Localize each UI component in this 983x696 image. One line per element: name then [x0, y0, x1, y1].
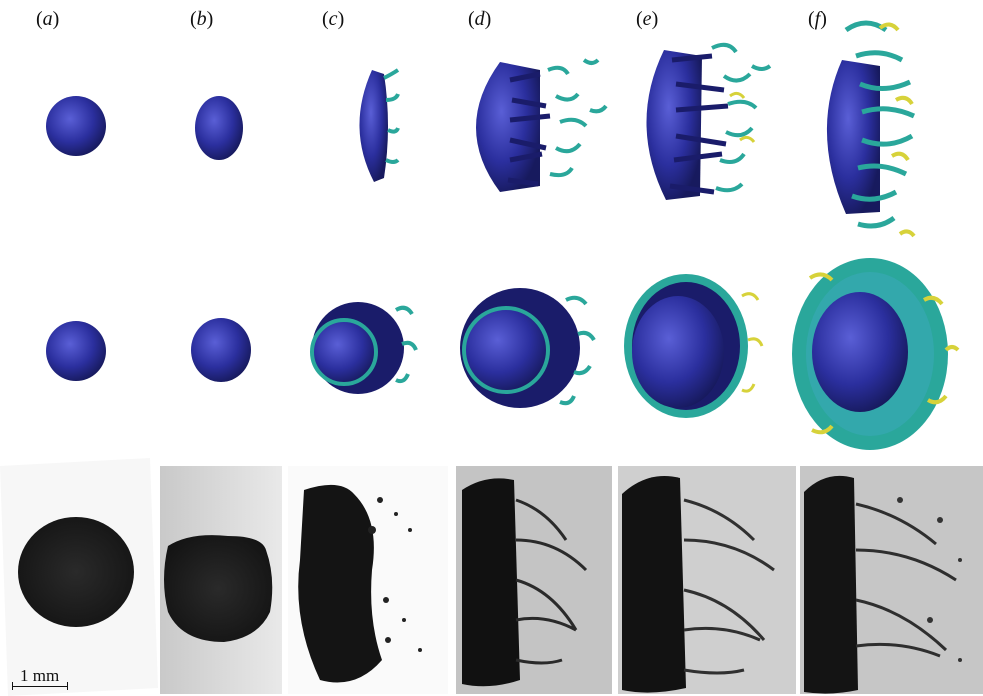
photo-a — [0, 458, 158, 696]
photo-f — [800, 466, 983, 694]
panel-label-f: (f) — [808, 8, 827, 30]
photo-c — [288, 466, 448, 694]
sim-front-d — [460, 288, 596, 408]
sim-side-c — [359, 68, 400, 182]
photo-d — [456, 466, 612, 694]
sim-side-e — [646, 42, 772, 200]
scale-bar-tick-right — [67, 682, 68, 690]
scale-bar-tick-left — [12, 682, 13, 690]
sim-side-f — [826, 20, 916, 238]
panel-label-a: (a) — [36, 8, 60, 30]
sim-front-a — [46, 321, 106, 381]
sim-side-a — [46, 96, 106, 156]
panel-label-d: (d) — [468, 8, 492, 30]
panel-label-c: (c) — [322, 8, 345, 30]
panel-label-b: (b) — [190, 8, 214, 30]
sim-front-f — [792, 258, 960, 450]
sim-side-b — [195, 96, 243, 160]
photo-e — [618, 466, 796, 694]
scale-bar-line — [12, 686, 68, 687]
sim-side-d — [476, 58, 608, 192]
scale-bar-label: 1 mm — [20, 666, 60, 685]
photo-b — [160, 466, 282, 694]
sim-front-c — [310, 302, 418, 394]
sim-front-b — [191, 318, 251, 382]
sim-front-e — [624, 274, 764, 418]
panel-label-e: (e) — [636, 8, 659, 30]
